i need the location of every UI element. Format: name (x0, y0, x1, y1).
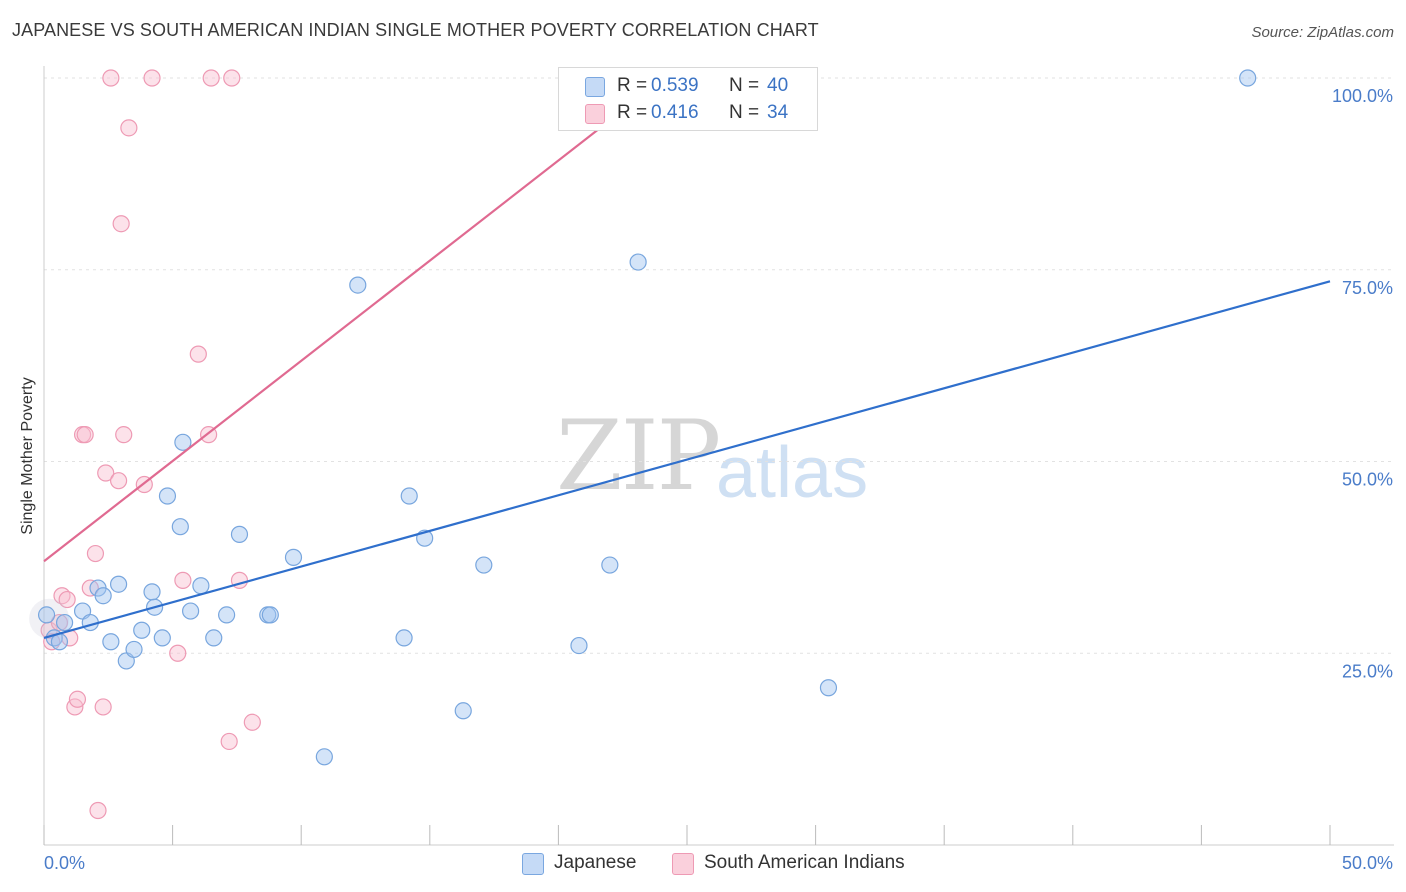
trend-line-japanese (43, 280, 1331, 639)
point-south-american-indians (50, 613, 69, 632)
legend-n-label: N = (729, 102, 760, 123)
points-japanese (37, 69, 1257, 766)
point-japanese (1239, 69, 1257, 87)
legend: R = 0.539 N = 40 R = 0.416 N = 34 (558, 67, 818, 131)
points-south-american-indians (29, 69, 261, 820)
point-south-american-indians (220, 732, 238, 751)
chart-title: JAPANESE VS SOUTH AMERICAN INDIAN SINGLE… (12, 20, 819, 40)
bottom-legend-label-south-american-indians: South American Indians (704, 852, 905, 873)
point-japanese (109, 575, 128, 593)
point-japanese (395, 629, 413, 647)
point-japanese (143, 583, 161, 601)
point-south-american-indians (223, 69, 241, 87)
point-japanese (315, 748, 333, 766)
point-japanese (133, 621, 151, 639)
point-south-american-indians (143, 69, 161, 87)
point-japanese (601, 556, 619, 574)
trend-lines (43, 69, 1331, 639)
point-south-american-indians (120, 119, 138, 137)
point-japanese (153, 629, 171, 647)
y-tick-label: 100.0% (1332, 86, 1393, 106)
point-south-american-indians (76, 426, 94, 444)
point-south-american-indians (68, 690, 87, 708)
point-south-american-indians (202, 69, 220, 87)
y-tick-label: 75.0% (1342, 278, 1393, 298)
legend-swatch-south-american-indians (585, 104, 605, 124)
point-japanese (454, 702, 472, 720)
y-tick-label: 25.0% (1342, 661, 1393, 681)
point-south-american-indians (86, 544, 105, 563)
legend-n-label: N = (729, 75, 760, 96)
x-tick-label-min: 0.0% (44, 853, 85, 873)
x-tick-label-max: 50.0% (1342, 853, 1393, 873)
point-japanese (570, 636, 588, 655)
point-japanese (37, 606, 56, 624)
legend-r-value-south-american-indians: 0.416 (651, 102, 699, 123)
legend-n-value-south-american-indians: 34 (767, 102, 789, 123)
trend-line-south-american-indians (43, 69, 675, 563)
bottom-legend-swatch-japanese (522, 853, 544, 875)
watermark-atlas: atlas (716, 433, 869, 513)
legend-r-label: R = (617, 102, 648, 123)
point-japanese (218, 606, 236, 624)
point-japanese (94, 587, 112, 605)
point-south-american-indians (189, 345, 207, 363)
point-japanese (261, 606, 279, 624)
point-south-american-indians (109, 472, 128, 490)
point-south-american-indians (169, 644, 187, 662)
point-japanese (400, 487, 418, 505)
point-japanese (284, 548, 303, 566)
point-japanese (192, 577, 210, 595)
axes (43, 66, 1394, 846)
point-south-american-indians (243, 713, 261, 731)
source-credit: Source: ZipAtlas.com (1251, 24, 1394, 41)
bottom-legend-swatch-south-american-indians (672, 853, 694, 875)
point-japanese (125, 640, 143, 659)
point-south-american-indians (97, 464, 115, 482)
point-japanese (819, 679, 838, 697)
y-tick-label: 50.0% (1342, 470, 1393, 490)
point-japanese (102, 633, 120, 651)
point-japanese (349, 276, 367, 294)
tick-labels: 25.0% 50.0% 75.0% 100.0% 0.0% 50.0% (44, 86, 1393, 873)
legend-r-label: R = (617, 75, 648, 96)
point-south-american-indians (112, 215, 130, 233)
point-japanese (174, 433, 192, 451)
point-south-american-indians (115, 426, 133, 444)
gridlines (44, 77, 1394, 654)
watermark-zip: ZIP (556, 400, 721, 512)
point-japanese (158, 487, 177, 505)
point-japanese (205, 629, 223, 647)
point-south-american-indians (174, 571, 192, 589)
point-south-american-indians (94, 698, 112, 716)
point-south-american-indians (58, 590, 76, 609)
point-japanese (55, 613, 74, 632)
point-south-american-indians (102, 69, 120, 87)
point-japanese (475, 556, 493, 574)
point-japanese (182, 602, 200, 620)
point-japanese (230, 525, 249, 543)
legend-n-value-japanese: 40 (767, 75, 789, 96)
bottom-legend-label-japanese: Japanese (554, 852, 637, 873)
legend-swatch-japanese (585, 77, 605, 97)
point-japanese (171, 518, 189, 536)
legend-r-value-japanese: 0.539 (651, 75, 699, 96)
point-south-american-indians (89, 801, 107, 820)
point-japanese (629, 253, 647, 271)
